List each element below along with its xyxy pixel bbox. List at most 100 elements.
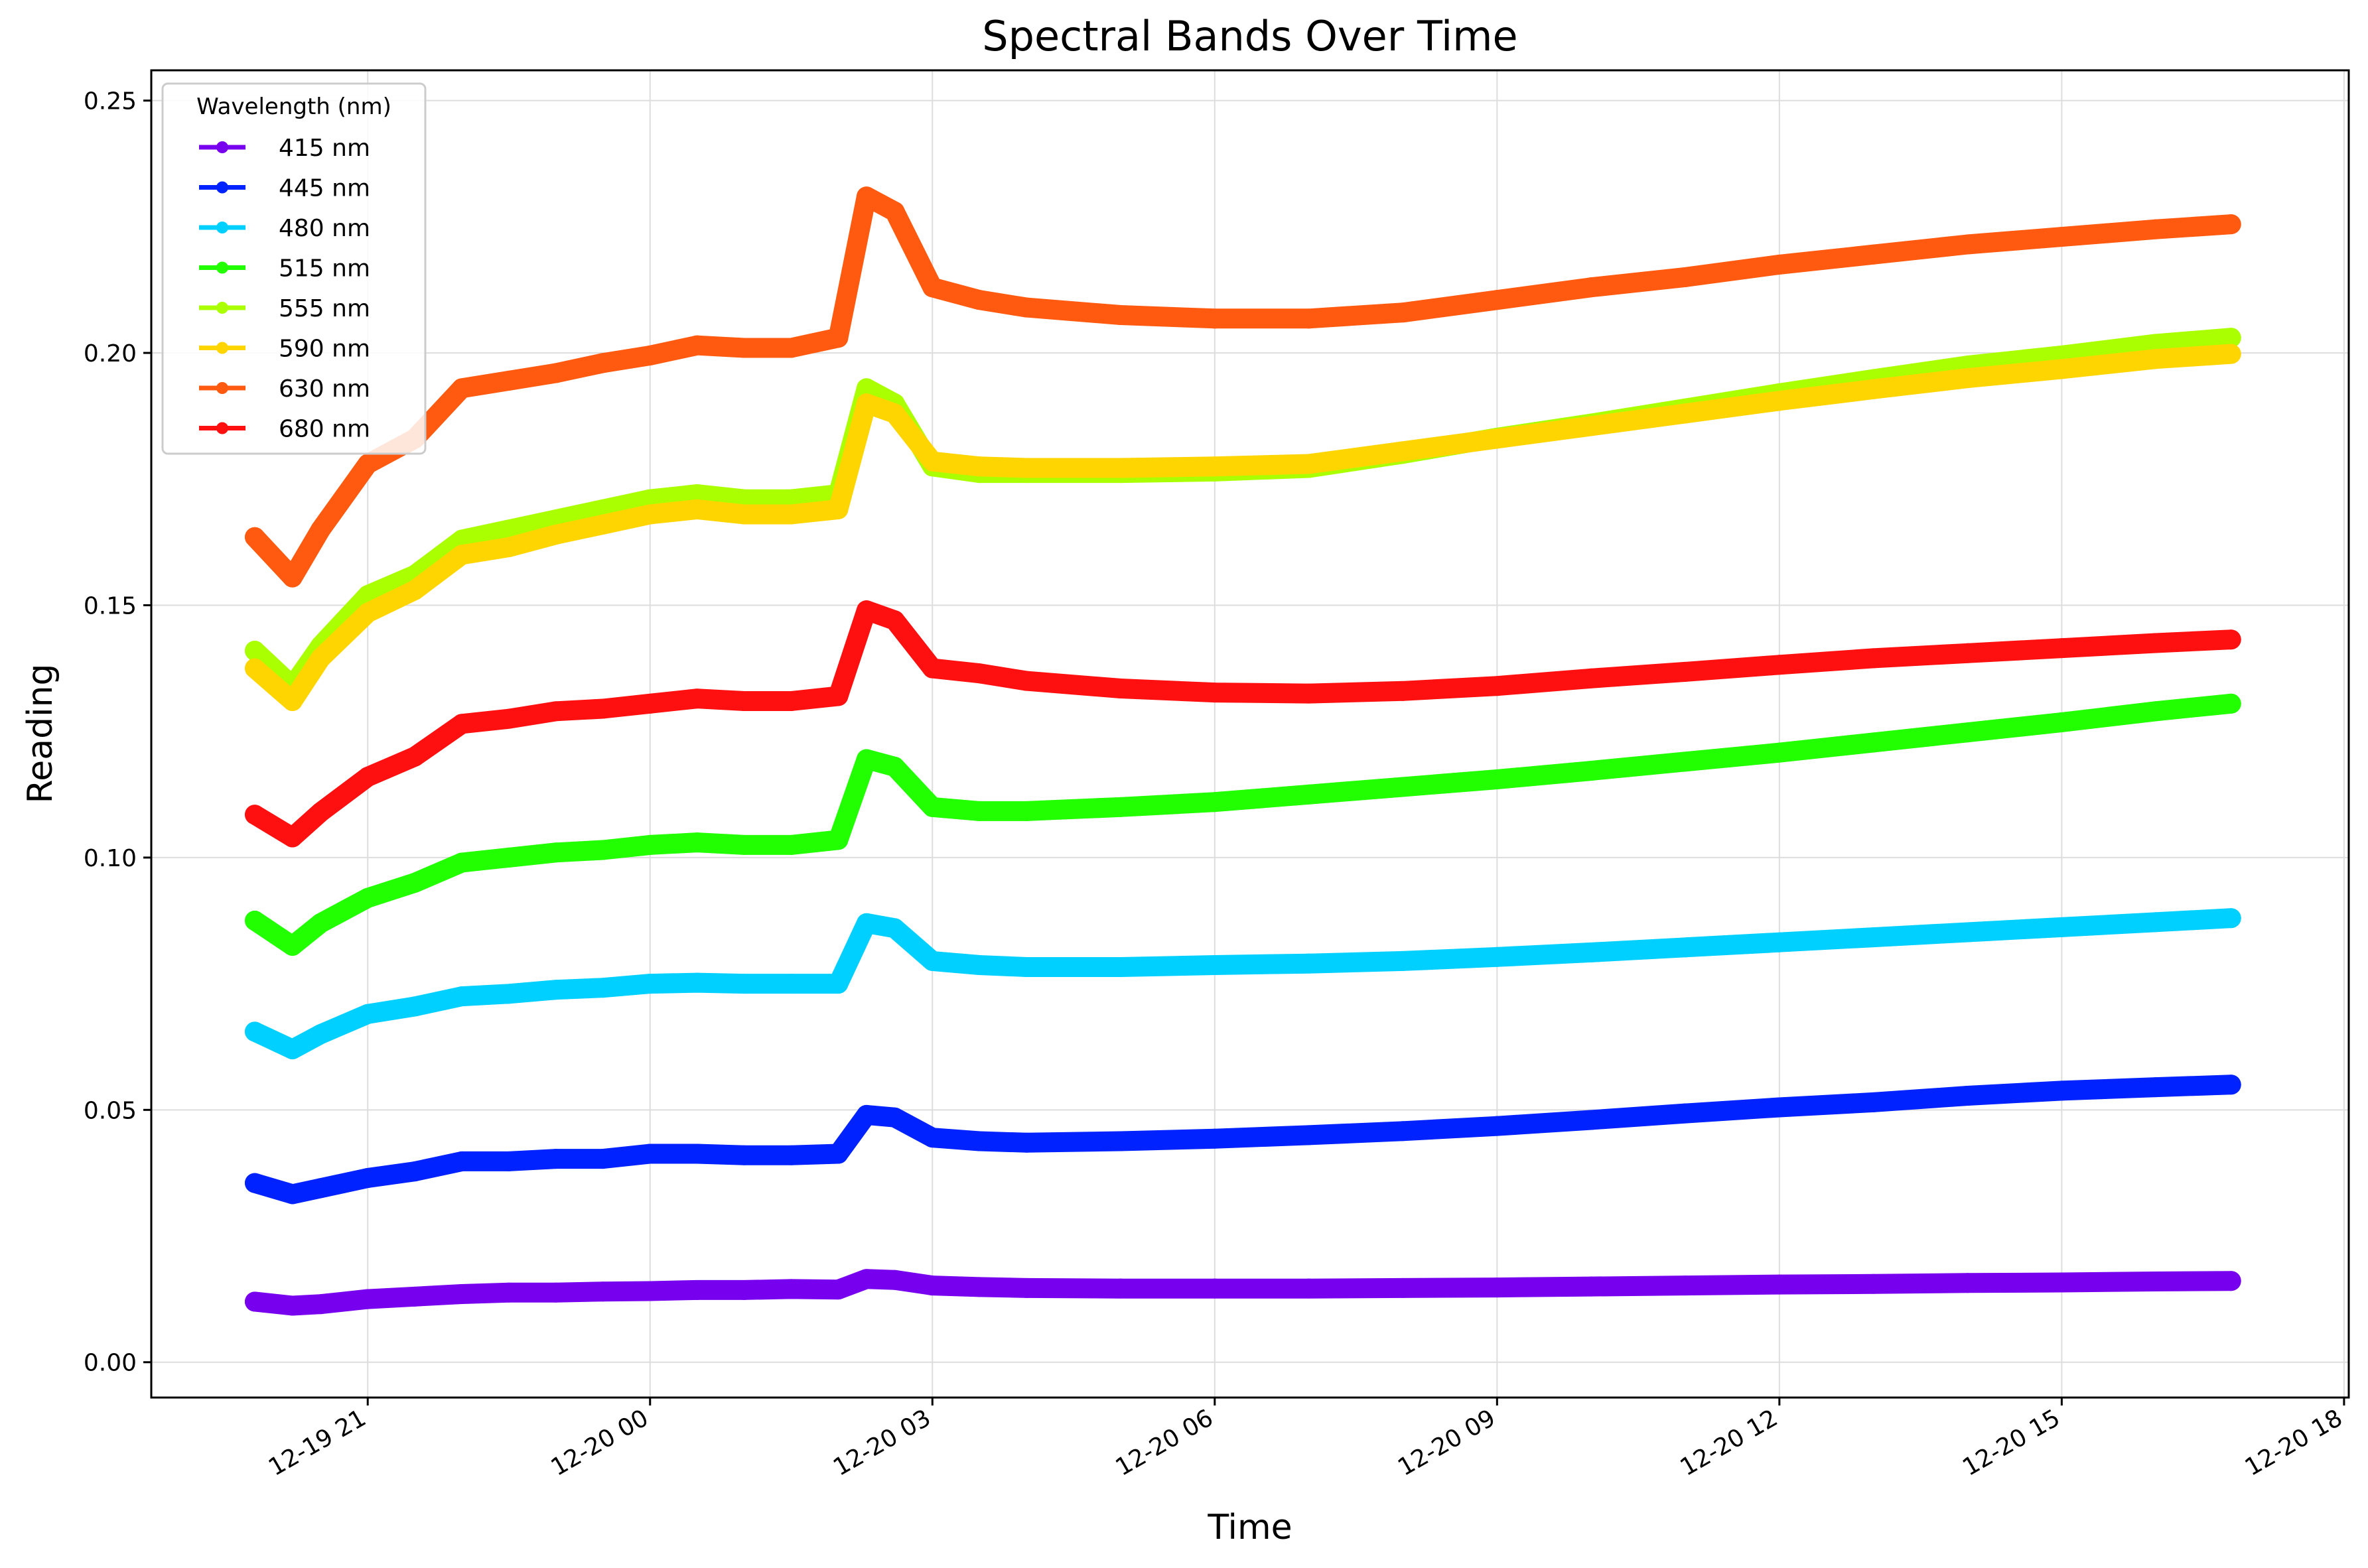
data-point: [856, 749, 876, 769]
data-point: [282, 1184, 303, 1205]
data-point: [1204, 1278, 1225, 1299]
data-point: [734, 834, 754, 855]
data-point: [311, 1294, 331, 1315]
data-point: [1110, 305, 1131, 326]
data-point: [498, 1151, 519, 1171]
data-point: [781, 338, 801, 358]
series-415-nm: [245, 1269, 2241, 1316]
data-point: [969, 290, 990, 310]
data-point: [2146, 1077, 2166, 1098]
data-point: [545, 524, 566, 545]
series-line-515-nm: [245, 693, 2241, 956]
data-point: [1016, 957, 1037, 978]
data-point: [311, 1178, 331, 1199]
x-tick-label: 12-20 12: [1676, 1404, 1783, 1481]
data-point: [884, 1107, 905, 1128]
x-tick-label: 12-20 06: [1111, 1404, 1218, 1481]
data-point: [282, 1039, 303, 1060]
plot-frame: [150, 69, 2350, 1399]
data-point: [1110, 679, 1131, 699]
data-point: [1957, 1086, 1978, 1106]
data-point: [1016, 671, 1037, 691]
data-point: [1393, 1121, 1413, 1142]
data-point: [311, 1024, 331, 1045]
data-point: [687, 335, 707, 356]
data-point: [1298, 683, 1319, 704]
data-point: [1863, 244, 1884, 265]
data-point: [452, 714, 472, 734]
data-point: [1110, 1278, 1131, 1299]
data-point: [405, 872, 425, 893]
data-point: [2221, 328, 2241, 348]
data-point: [2221, 629, 2241, 650]
data-point: [922, 1128, 943, 1148]
data-point: [856, 913, 876, 933]
y-tick-label: 0.00: [84, 1350, 137, 1377]
data-point: [1769, 1097, 1789, 1118]
data-point: [828, 1143, 849, 1164]
data-point: [1863, 732, 1884, 753]
data-point: [405, 996, 425, 1017]
data-point: [1769, 742, 1789, 763]
data-point: [856, 600, 876, 621]
data-point: [405, 1286, 425, 1307]
chart-title: Spectral Bands Over Time: [982, 12, 1517, 60]
data-point: [734, 1145, 754, 1165]
data-point: [1016, 297, 1037, 318]
data-point: [592, 353, 613, 373]
data-point: [781, 691, 801, 712]
data-point: [358, 887, 378, 908]
legend-label: 555 nm: [279, 295, 370, 322]
data-point: [828, 830, 849, 850]
data-point: [545, 363, 566, 383]
data-point: [405, 746, 425, 767]
data-point: [2221, 908, 2241, 929]
data-point: [1675, 403, 1696, 424]
data-point: [1016, 1277, 1037, 1298]
data-point: [592, 698, 613, 719]
series-line-445-nm: [245, 1075, 2241, 1205]
data-point: [1393, 441, 1413, 462]
data-point: [498, 847, 519, 868]
data-point: [245, 527, 265, 547]
data-point: [311, 519, 331, 540]
x-tick-label: 12-20 00: [547, 1404, 654, 1481]
data-point: [592, 840, 613, 860]
data-point: [2052, 1080, 2072, 1101]
data-point: [1393, 302, 1413, 323]
legend-title: Wavelength (nm): [196, 94, 391, 120]
data-point: [1957, 922, 1978, 943]
data-point: [734, 338, 754, 358]
x-axis: 12-19 21 12-20 00 12-20 03 12-20 06 12-20 09…: [264, 1398, 2347, 1482]
data-point: [969, 456, 990, 477]
data-point: [1204, 792, 1225, 813]
data-point: [2052, 227, 2072, 247]
data-point: [452, 1284, 472, 1305]
data-point: [884, 756, 905, 777]
data-point: [922, 451, 943, 472]
data-point: [640, 974, 660, 994]
data-point: [2052, 359, 2072, 379]
data-point: [405, 1161, 425, 1182]
data-point: [245, 911, 265, 931]
series-680-nm: [245, 600, 2241, 848]
data-point: [1675, 661, 1696, 682]
data-point: [1204, 456, 1225, 477]
data-point: [1110, 1131, 1131, 1151]
legend-marker: [216, 342, 228, 354]
data-point: [1016, 458, 1037, 478]
data-point: [358, 1168, 378, 1189]
legend: Wavelength (nm) 415 nm 445 nm 480 nm 515 nm…: [161, 82, 427, 455]
data-point: [1675, 1103, 1696, 1124]
data-point: [884, 202, 905, 222]
data-point: [452, 852, 472, 873]
data-point: [245, 805, 265, 825]
data-point: [498, 537, 519, 557]
data-point: [1487, 290, 1507, 310]
data-point: [1204, 308, 1225, 329]
series-515-nm: [245, 693, 2241, 956]
y-tick-label: 0.25: [84, 88, 137, 115]
data-point: [545, 701, 566, 722]
data-point: [545, 1282, 566, 1303]
data-point: [358, 1289, 378, 1309]
